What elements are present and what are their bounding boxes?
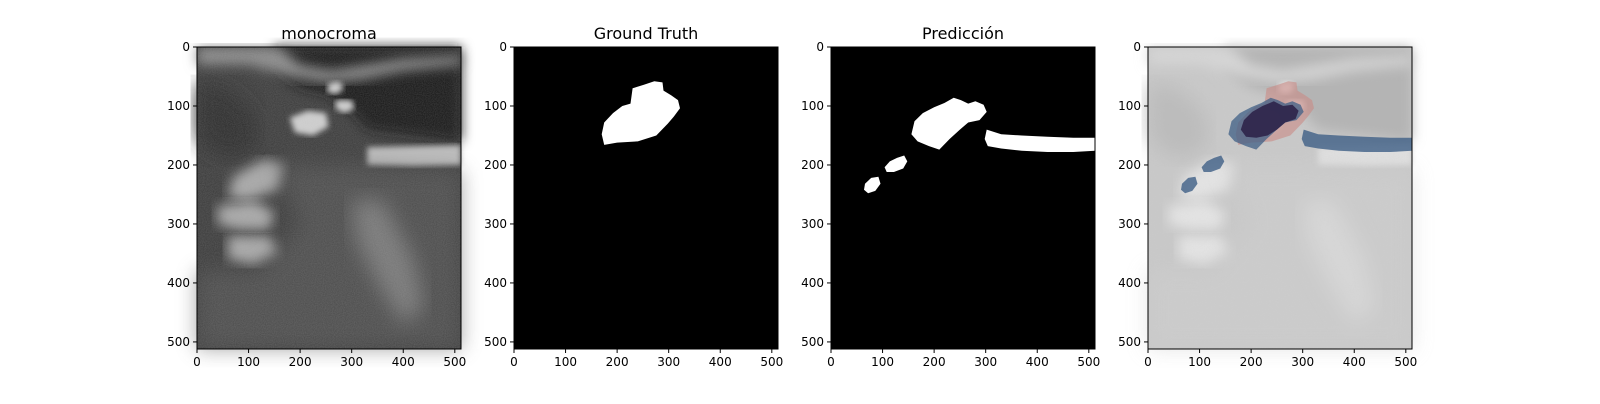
axes-frame <box>513 46 779 350</box>
y-tick-label: 0 <box>816 40 824 54</box>
x-tick-label: 500 <box>1077 355 1100 369</box>
overlay-intersection-region <box>1240 101 1299 138</box>
y-tick-label: 500 <box>1118 335 1141 349</box>
prediction-region-small <box>884 155 908 172</box>
y-tick-label: 0 <box>1133 40 1141 54</box>
x-tick-label: 500 <box>1394 355 1417 369</box>
axes-frame <box>196 46 462 350</box>
y-tick-label: 100 <box>167 99 190 113</box>
axes-frame <box>1147 46 1413 350</box>
panel-prediccion: Predicción 0 100 200 300 400 500 0 100 200 300 40… <box>801 24 1100 369</box>
y-tick-label: 200 <box>484 158 507 172</box>
y-axis: 0 100 200 300 400 500 <box>801 40 831 349</box>
x-tick-label: 200 <box>923 355 946 369</box>
y-tick-label: 400 <box>167 276 190 290</box>
y-axis: 0 100 200 300 400 500 <box>484 40 514 349</box>
panel-title: Predicción <box>922 24 1004 43</box>
y-tick-label: 500 <box>484 335 507 349</box>
ground-truth-region <box>601 81 680 145</box>
x-axis: 0 100 200 300 400 500 <box>193 349 466 369</box>
x-tick-label: 0 <box>1144 355 1152 369</box>
x-axis: 0 100 200 300 400 500 <box>827 349 1100 369</box>
x-tick-label: 200 <box>289 355 312 369</box>
panel-overlay: 0 100 200 300 400 500 0 100 200 300 400 500 <box>1118 40 1417 369</box>
x-tick-label: 300 <box>1291 355 1314 369</box>
y-tick-label: 100 <box>801 99 824 113</box>
x-tick-label: 400 <box>392 355 415 369</box>
y-tick-label: 300 <box>1118 217 1141 231</box>
x-tick-label: 100 <box>554 355 577 369</box>
ground-truth-mask <box>514 47 778 349</box>
panel-title: monocroma <box>281 24 377 43</box>
axes-frame <box>830 46 1096 350</box>
y-tick-label: 0 <box>499 40 507 54</box>
y-tick-label: 500 <box>801 335 824 349</box>
x-tick-label: 500 <box>443 355 466 369</box>
x-tick-label: 0 <box>193 355 201 369</box>
ultrasound-image <box>197 47 461 349</box>
prediction-region-vessel <box>984 129 1095 152</box>
x-tick-label: 400 <box>1026 355 1049 369</box>
y-tick-label: 100 <box>1118 99 1141 113</box>
y-tick-label: 400 <box>801 276 824 290</box>
y-tick-label: 400 <box>484 276 507 290</box>
x-tick-label: 0 <box>510 355 518 369</box>
overlay-image <box>1148 47 1412 349</box>
x-tick-label: 500 <box>760 355 783 369</box>
x-tick-label: 0 <box>827 355 835 369</box>
prediction-region-small <box>864 176 881 194</box>
x-tick-label: 300 <box>657 355 680 369</box>
y-tick-label: 200 <box>167 158 190 172</box>
x-tick-label: 100 <box>237 355 260 369</box>
overlay-prediction-region-small <box>1181 176 1198 194</box>
y-axis: 0 100 200 300 400 500 <box>167 40 197 349</box>
y-tick-label: 400 <box>1118 276 1141 290</box>
x-tick-label: 100 <box>1188 355 1211 369</box>
y-tick-label: 100 <box>484 99 507 113</box>
x-axis: 0 100 200 300 400 500 <box>1144 349 1417 369</box>
x-axis: 0 100 200 300 400 500 <box>510 349 783 369</box>
y-axis: 0 100 200 300 400 500 <box>1118 40 1148 349</box>
y-tick-label: 200 <box>1118 158 1141 172</box>
overlay-prediction-region-vessel <box>1301 129 1412 152</box>
panel-ground-truth: Ground Truth 0 100 200 300 400 500 0 100 200 300… <box>484 24 783 369</box>
x-tick-label: 300 <box>340 355 363 369</box>
x-tick-label: 300 <box>974 355 997 369</box>
prediction-region-main <box>911 97 987 150</box>
x-tick-label: 200 <box>606 355 629 369</box>
x-tick-label: 100 <box>871 355 894 369</box>
panel-title: Ground Truth <box>594 24 699 43</box>
overlay-prediction-region-small <box>1201 155 1225 172</box>
y-tick-label: 300 <box>801 217 824 231</box>
speckle-texture <box>197 47 461 349</box>
x-tick-label: 400 <box>709 355 732 369</box>
y-tick-label: 300 <box>167 217 190 231</box>
y-tick-label: 300 <box>484 217 507 231</box>
x-tick-label: 400 <box>1343 355 1366 369</box>
x-tick-label: 200 <box>1240 355 1263 369</box>
y-tick-label: 200 <box>801 158 824 172</box>
y-tick-label: 500 <box>167 335 190 349</box>
y-tick-label: 0 <box>182 40 190 54</box>
prediction-mask <box>831 47 1095 349</box>
panel-monocroma: monocroma 0 100 200 300 400 500 0 100 200 300 400… <box>167 24 466 369</box>
